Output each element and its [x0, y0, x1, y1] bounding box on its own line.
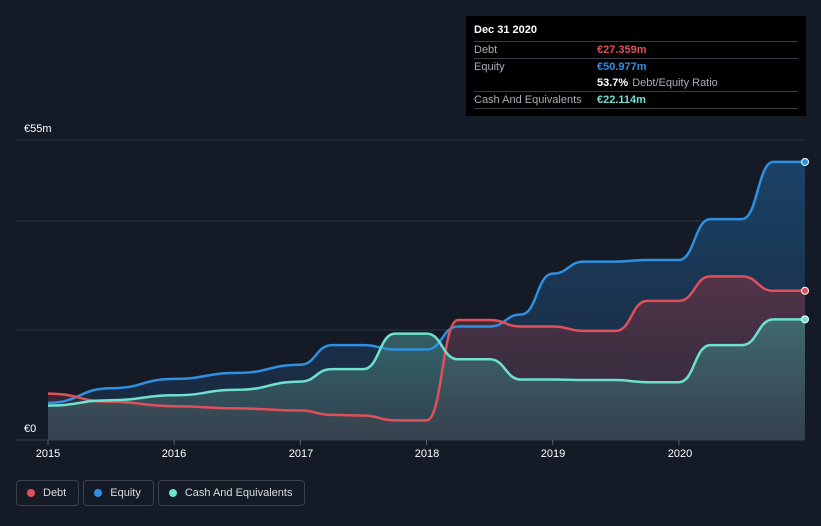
x-tick-label: 2020 — [668, 448, 692, 460]
chart-legend: Debt Equity Cash And Equivalents — [16, 480, 309, 506]
cash-end-marker[interactable] — [801, 315, 809, 324]
x-tick-label: 2015 — [36, 448, 60, 460]
equity-end-marker[interactable] — [801, 157, 809, 166]
tooltip-debt-row: Debt €27.359m — [474, 41, 798, 58]
cash-area — [48, 319, 805, 440]
tooltip-cash-row: Cash And Equivalents €22.114m — [474, 91, 798, 109]
debt-dot-icon — [27, 489, 35, 497]
tooltip-debt-label: Debt — [474, 44, 498, 56]
debt-line — [47, 275, 805, 422]
legend-equity-toggle[interactable]: Equity — [83, 480, 154, 506]
tooltip-date: Dec 31 2020 — [474, 24, 537, 36]
legend-cash-label: Cash And Equivalents — [184, 487, 293, 499]
x-tick-label: 2018 — [415, 448, 439, 460]
cash-dot-icon — [168, 489, 177, 497]
legend-debt-label: Debt — [43, 487, 67, 499]
tooltip-ratio-label: Debt/Equity Ratio — [632, 77, 718, 89]
x-tick-label: 2016 — [162, 448, 186, 460]
tooltip-equity-row: Equity €50.977m — [474, 58, 798, 75]
axis-labels: €55m €0 2015 2016 2017 2018 2019 2020 — [24, 123, 692, 460]
legend-debt-toggle[interactable]: Debt — [16, 480, 80, 506]
equity-dot-icon — [94, 489, 103, 497]
tooltip-cash-value: €22.114m — [597, 94, 646, 106]
series-end-markers — [801, 157, 809, 324]
tooltip-debt-value: €27.359m — [597, 44, 647, 56]
tooltip-equity-label: Equity — [474, 61, 505, 73]
legend-cash-toggle[interactable]: Cash And Equivalents — [157, 480, 306, 506]
y-axis-zero-label: €0 — [24, 423, 36, 435]
tooltip-cash-label: Cash And Equivalents — [474, 94, 582, 106]
x-tick-label: 2019 — [541, 448, 565, 460]
legend-equity-label: Equity — [110, 487, 141, 499]
equity-line — [47, 160, 805, 405]
series-lines — [47, 160, 805, 422]
debt-end-marker[interactable] — [801, 286, 809, 295]
x-tick-label: 2017 — [289, 448, 313, 460]
tooltip-ratio-percent: 53.7% — [597, 77, 629, 89]
series-areas — [48, 161, 805, 440]
y-axis-top-label: €55m — [24, 123, 52, 135]
tooltip-ratio-row: 53.7% Debt/Equity Ratio — [474, 75, 798, 91]
data-tooltip: Dec 31 2020 Debt €27.359m Equity €50.977… — [466, 16, 806, 116]
cash-line — [47, 318, 805, 407]
tooltip-equity-value: €50.977m — [597, 61, 647, 73]
